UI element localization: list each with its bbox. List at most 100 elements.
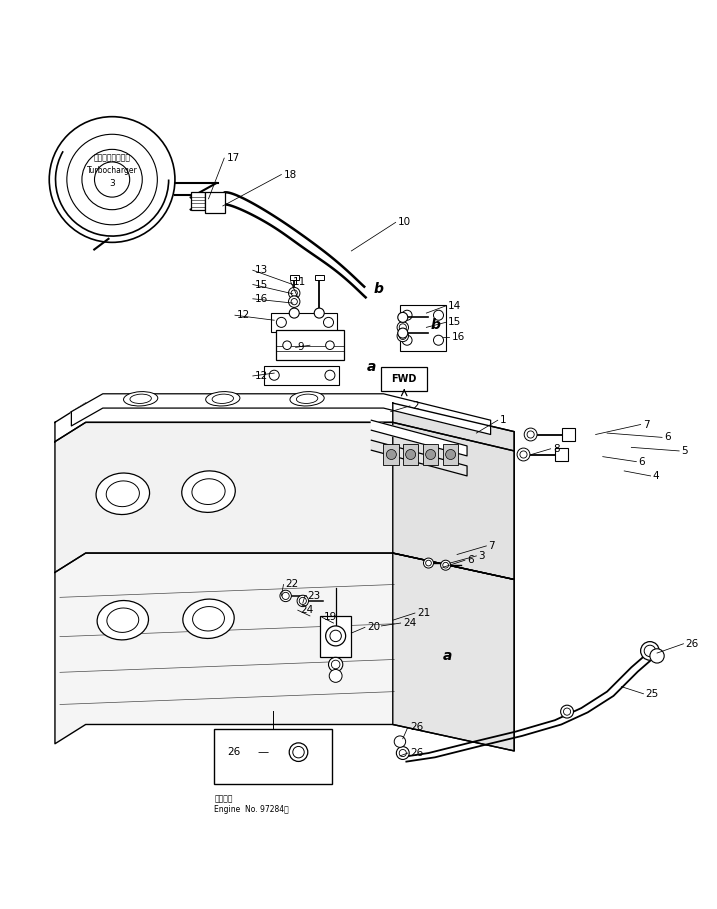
Text: 24: 24 (300, 605, 313, 615)
Circle shape (282, 593, 289, 600)
Text: 14: 14 (448, 301, 461, 311)
Bar (191, 193, 205, 209)
Text: b: b (431, 317, 440, 332)
Circle shape (326, 341, 334, 349)
Polygon shape (393, 403, 514, 580)
Bar (384, 444, 399, 465)
Bar (423, 444, 439, 465)
Circle shape (650, 649, 664, 663)
Bar (403, 444, 419, 465)
Text: 24: 24 (403, 618, 416, 628)
Bar (265, 366, 339, 385)
Text: 7: 7 (488, 541, 495, 551)
Circle shape (561, 705, 574, 718)
Circle shape (397, 322, 409, 333)
Ellipse shape (183, 599, 234, 638)
Circle shape (434, 335, 444, 345)
Circle shape (293, 746, 304, 758)
Text: ターボチャージャ: ターボチャージャ (94, 154, 130, 163)
Circle shape (297, 595, 308, 606)
Text: —: — (257, 747, 268, 757)
Text: 12: 12 (237, 310, 250, 320)
Ellipse shape (193, 606, 224, 631)
Circle shape (443, 563, 449, 568)
Circle shape (314, 308, 324, 318)
Text: a: a (443, 649, 452, 663)
Circle shape (288, 296, 300, 307)
Text: 3: 3 (109, 178, 115, 187)
Circle shape (331, 660, 340, 669)
Ellipse shape (97, 601, 148, 640)
Circle shape (640, 642, 659, 660)
Text: 11: 11 (293, 276, 306, 286)
Text: 6: 6 (638, 456, 645, 466)
Circle shape (291, 290, 298, 296)
Circle shape (276, 317, 286, 327)
FancyBboxPatch shape (381, 366, 427, 391)
Text: Turbocharger: Turbocharger (87, 166, 138, 175)
Text: 8: 8 (553, 444, 559, 454)
Text: 20: 20 (367, 623, 380, 633)
Polygon shape (371, 420, 467, 456)
Circle shape (49, 116, 175, 243)
Circle shape (402, 335, 412, 345)
Text: 7: 7 (642, 419, 650, 430)
Bar (271, 313, 337, 332)
Ellipse shape (296, 395, 318, 404)
Circle shape (330, 630, 341, 642)
Polygon shape (393, 553, 514, 751)
Circle shape (329, 670, 342, 683)
Circle shape (282, 341, 291, 349)
Text: 5: 5 (681, 446, 688, 456)
Circle shape (402, 310, 412, 320)
Text: 19: 19 (324, 613, 338, 623)
Circle shape (326, 626, 346, 646)
Text: 6: 6 (467, 555, 474, 565)
Circle shape (82, 149, 142, 210)
Text: 18: 18 (283, 169, 297, 179)
Circle shape (406, 449, 416, 460)
Circle shape (424, 558, 434, 568)
Text: 25: 25 (645, 689, 659, 699)
Polygon shape (72, 394, 490, 435)
Text: 26: 26 (227, 747, 240, 757)
Text: 3: 3 (478, 551, 485, 561)
Text: 26: 26 (410, 723, 423, 733)
Text: b: b (374, 282, 384, 295)
Circle shape (446, 449, 455, 460)
Text: FWD: FWD (391, 374, 417, 384)
Text: 26: 26 (685, 639, 699, 649)
Text: 22: 22 (285, 580, 299, 590)
Ellipse shape (106, 481, 139, 506)
Circle shape (399, 333, 407, 339)
Ellipse shape (192, 479, 225, 504)
Text: 12: 12 (255, 371, 268, 381)
Text: Engine  No. 97284～: Engine No. 97284～ (214, 805, 289, 814)
Ellipse shape (212, 395, 234, 404)
Text: 適用号等: 適用号等 (214, 794, 233, 804)
Circle shape (328, 657, 343, 672)
Text: 23: 23 (307, 591, 320, 601)
Circle shape (441, 560, 451, 570)
Bar (214, 729, 332, 784)
Circle shape (399, 750, 407, 756)
Text: 13: 13 (255, 265, 268, 275)
Circle shape (67, 135, 157, 225)
Text: 2: 2 (412, 401, 419, 411)
Bar (290, 275, 298, 280)
Text: 1: 1 (500, 415, 506, 425)
Bar (315, 275, 323, 280)
Circle shape (288, 287, 300, 299)
Circle shape (394, 736, 406, 747)
Text: 9: 9 (298, 343, 305, 353)
Circle shape (386, 449, 397, 460)
Circle shape (325, 370, 335, 380)
Circle shape (398, 313, 408, 323)
Polygon shape (55, 403, 514, 451)
Text: 4: 4 (652, 471, 660, 481)
Circle shape (520, 451, 527, 458)
Circle shape (434, 310, 444, 320)
Circle shape (644, 645, 655, 656)
Bar (205, 192, 225, 213)
Text: 17: 17 (227, 153, 239, 163)
